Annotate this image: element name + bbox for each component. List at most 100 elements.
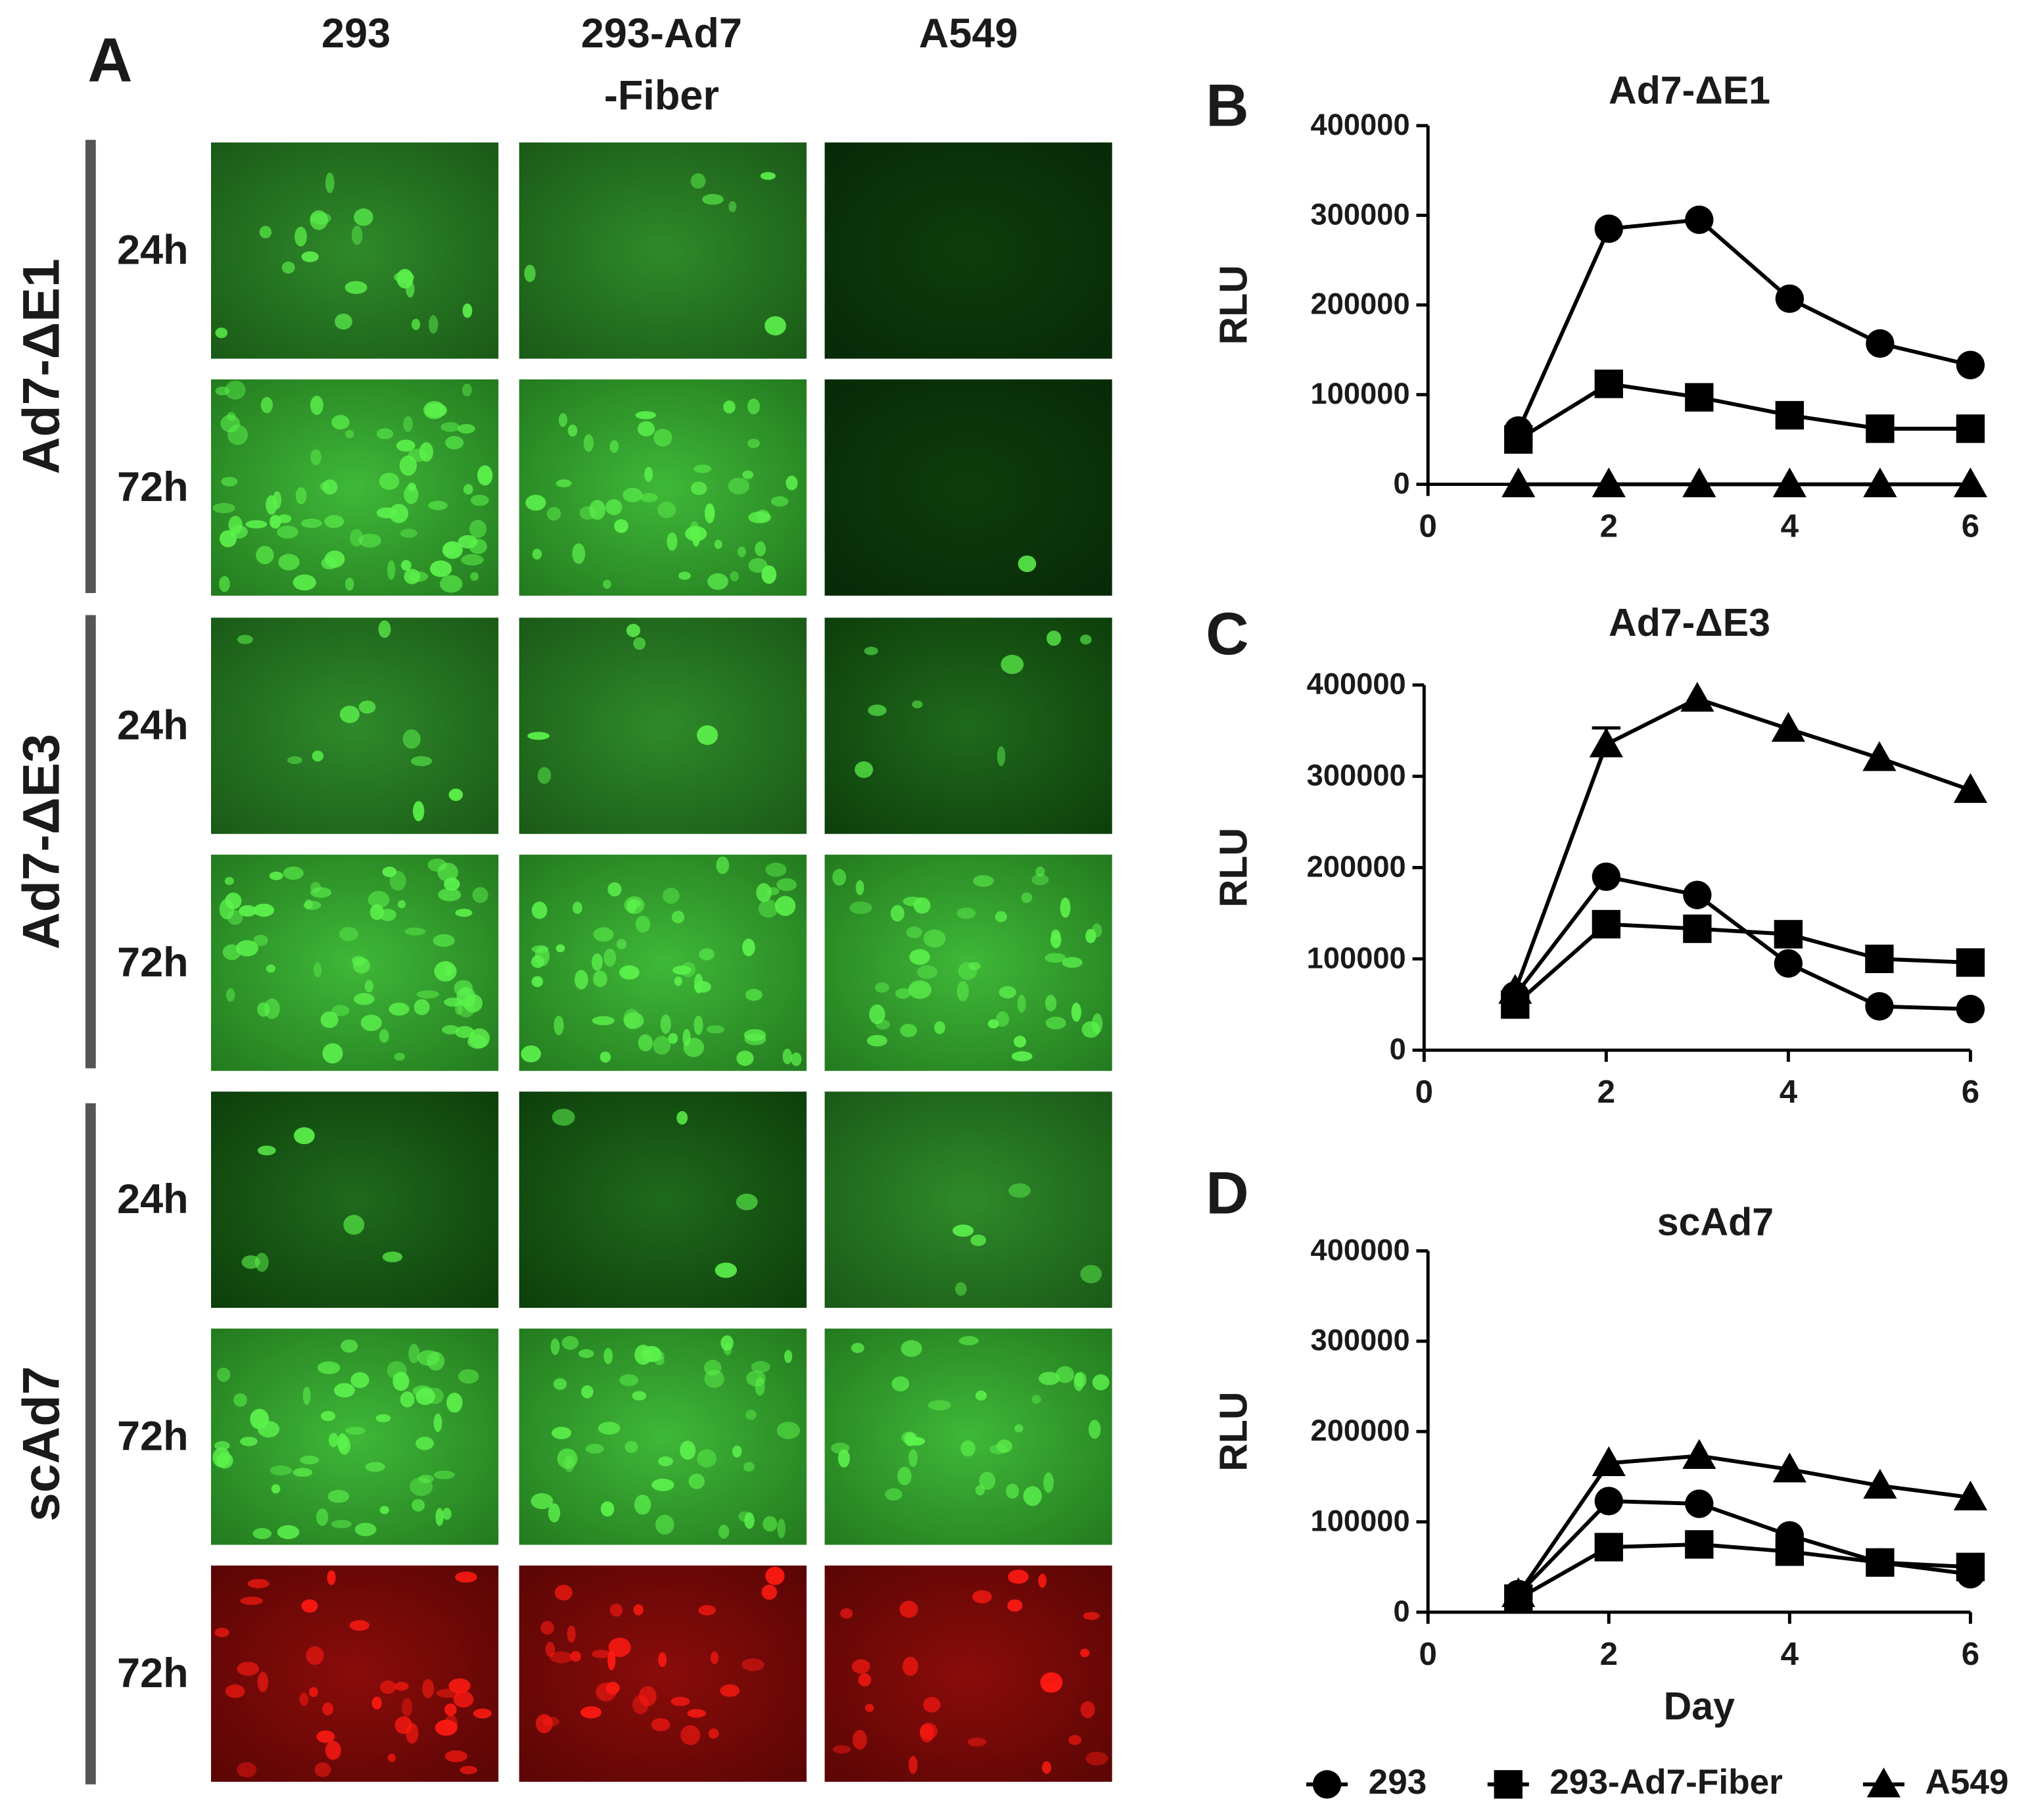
cell — [442, 541, 463, 559]
cell — [1017, 994, 1026, 1013]
cell — [634, 1345, 652, 1365]
cell — [460, 1765, 478, 1775]
cell — [241, 1255, 260, 1269]
cell — [376, 428, 394, 440]
micrograph — [824, 1566, 1112, 1782]
cell — [215, 386, 230, 396]
cell — [633, 1604, 644, 1616]
micrograph — [519, 142, 807, 359]
cell — [546, 506, 561, 521]
cell — [607, 882, 622, 897]
cell — [855, 880, 864, 896]
cell — [909, 1756, 918, 1774]
cell — [444, 1714, 458, 1733]
cell — [389, 1002, 410, 1016]
cell — [302, 1386, 311, 1405]
cell — [350, 1372, 369, 1388]
cell — [552, 1426, 572, 1439]
cell — [1045, 994, 1057, 1012]
cell — [899, 1600, 918, 1618]
marker — [1774, 920, 1803, 949]
cell — [704, 503, 715, 523]
marker — [1685, 1489, 1714, 1518]
cell — [399, 455, 417, 476]
cell — [415, 1437, 434, 1450]
marker — [1956, 414, 1985, 443]
cell — [525, 494, 546, 511]
cell — [216, 1452, 233, 1469]
cell — [433, 934, 455, 947]
cell — [770, 496, 789, 507]
cell — [743, 1462, 755, 1472]
cell — [442, 1025, 460, 1035]
series-line — [1513, 874, 1971, 1011]
cell — [614, 519, 628, 533]
cell — [310, 887, 332, 898]
cell — [832, 1745, 851, 1754]
cell — [1071, 1002, 1081, 1022]
cell — [890, 905, 905, 922]
cell — [259, 226, 272, 239]
cell — [240, 1437, 258, 1447]
cell — [782, 1048, 792, 1065]
x-tick-label: 4 — [1780, 1074, 1798, 1110]
cell — [989, 1444, 1008, 1454]
cell — [1062, 957, 1083, 969]
panel-label: D — [1206, 1161, 1248, 1227]
series-line — [1517, 1542, 1971, 1600]
micrograph-background — [519, 1091, 807, 1308]
cell — [694, 464, 711, 473]
cell — [531, 901, 548, 919]
cell — [852, 1729, 867, 1750]
cell — [214, 1441, 230, 1450]
cell — [270, 1465, 293, 1476]
cell — [572, 901, 582, 914]
cell — [774, 896, 796, 917]
cell — [723, 400, 736, 414]
cell — [521, 1045, 541, 1063]
marker — [1594, 1487, 1623, 1516]
cell — [428, 315, 438, 334]
cell — [580, 1706, 602, 1719]
cell — [608, 1637, 631, 1658]
column-header: 293 — [321, 11, 390, 57]
cell — [671, 911, 685, 924]
x-tick-label: 6 — [1962, 1074, 1979, 1110]
series-line — [1517, 218, 1971, 431]
cell — [1046, 631, 1062, 646]
cell — [603, 948, 617, 967]
cell — [902, 1656, 918, 1676]
cell — [535, 1713, 553, 1734]
micrograph-background — [211, 1328, 499, 1545]
cell — [221, 477, 238, 487]
cell — [339, 926, 358, 942]
cell — [682, 1028, 691, 1047]
cell — [312, 750, 324, 762]
cell — [658, 1456, 673, 1467]
cell — [715, 1262, 737, 1278]
cell — [720, 1684, 740, 1697]
x-tick-label: 6 — [1962, 1636, 1979, 1672]
cell — [404, 569, 421, 585]
cell — [832, 869, 847, 886]
cell — [716, 856, 730, 874]
cell — [651, 1478, 674, 1491]
cell — [349, 1619, 369, 1631]
cell — [1045, 953, 1066, 963]
cell — [408, 1343, 420, 1364]
cell — [593, 927, 614, 942]
chart-title: Ad7-ΔE1 — [1609, 68, 1770, 112]
cell — [341, 1339, 358, 1353]
cell — [358, 533, 381, 548]
cell — [592, 1016, 615, 1026]
cell — [738, 1511, 751, 1522]
micrograph-background — [211, 617, 499, 834]
cell — [747, 439, 760, 448]
cell — [404, 485, 419, 504]
cell — [864, 1704, 874, 1712]
micrograph — [824, 1328, 1112, 1545]
cell — [758, 899, 778, 918]
micrograph — [519, 1328, 807, 1545]
cell — [554, 1015, 564, 1036]
cell — [1038, 1573, 1047, 1588]
